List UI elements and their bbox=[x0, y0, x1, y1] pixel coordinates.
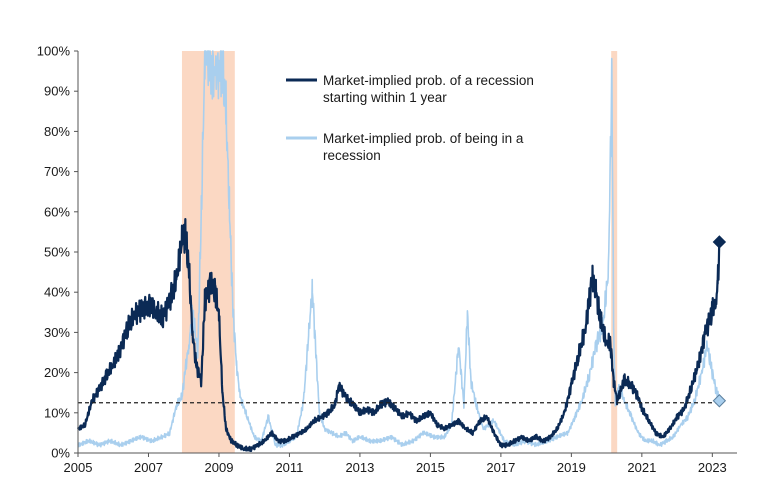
y-tick-label: 70% bbox=[44, 164, 70, 179]
x-tick-label: 2019 bbox=[557, 460, 586, 475]
y-tick-label: 0% bbox=[51, 446, 70, 461]
recession-shading bbox=[181, 51, 618, 453]
y-tick-label: 10% bbox=[44, 405, 70, 420]
y-tick-label: 20% bbox=[44, 365, 70, 380]
legend-label-series-1: Market-implied prob. of a recession start… bbox=[323, 73, 534, 105]
x-tick-label: 2023 bbox=[698, 460, 727, 475]
y-tick-label: 30% bbox=[44, 325, 70, 340]
x-tick-label: 2009 bbox=[205, 460, 234, 475]
x-tick-label: 2015 bbox=[416, 460, 445, 475]
y-axis-ticks: 0% 10% 20% 30% 40% 50% 60% 70% 80% 90% 100% bbox=[37, 44, 78, 461]
x-tick-label: 2011 bbox=[275, 460, 303, 475]
x-tick-label: 2017 bbox=[486, 460, 515, 475]
y-tick-label: 50% bbox=[44, 245, 70, 260]
end-marker-diamond-1 bbox=[712, 235, 727, 249]
series-line-1 bbox=[76, 218, 721, 453]
legend: Market-implied prob. of a recession start… bbox=[286, 73, 534, 163]
legend-label-series-2: Market-implied prob. of being in a recess… bbox=[323, 131, 524, 163]
end-markers bbox=[712, 235, 727, 408]
series-line-2 bbox=[77, 50, 721, 449]
x-axis-ticks: 2005 2007 2009 2011 2013 2015 2017 2019 2021 2023 bbox=[64, 453, 727, 475]
y-tick-label: 80% bbox=[44, 124, 70, 139]
y-tick-label: 40% bbox=[44, 285, 70, 300]
y-tick-label: 100% bbox=[37, 44, 71, 59]
y-tick-label: 90% bbox=[44, 84, 70, 99]
x-tick-label: 2005 bbox=[64, 460, 93, 475]
series-lines bbox=[76, 50, 721, 453]
x-tick-label: 2021 bbox=[627, 460, 656, 475]
y-tick-label: 60% bbox=[44, 204, 70, 219]
end-marker-diamond-2 bbox=[712, 394, 727, 408]
x-tick-label: 2007 bbox=[134, 460, 163, 475]
x-tick-label: 2013 bbox=[345, 460, 374, 475]
recession-shade-2 bbox=[611, 51, 618, 453]
